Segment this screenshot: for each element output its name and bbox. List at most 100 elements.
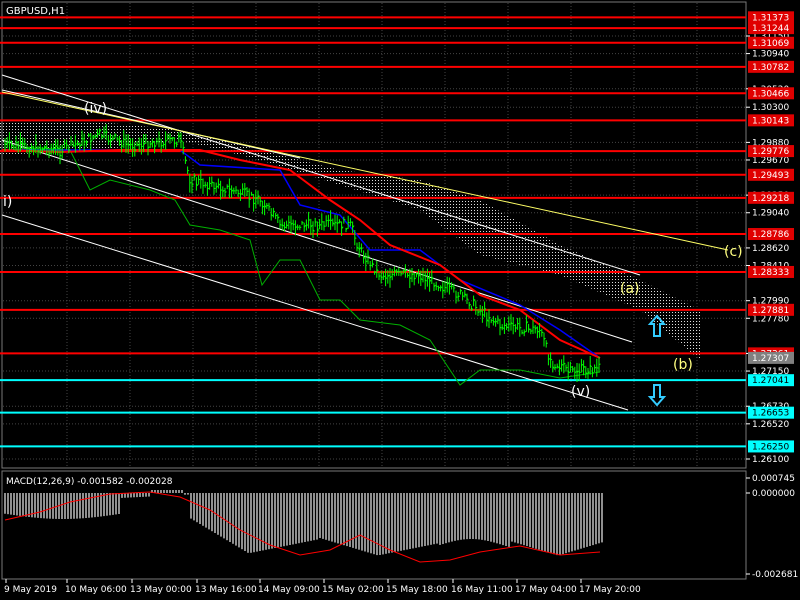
candle-tick (334, 221, 337, 224)
candles (4, 124, 601, 383)
candle-tick (231, 189, 234, 192)
cyan-level-label-box (748, 374, 794, 387)
candle-tick (227, 185, 229, 188)
candle-tick (136, 143, 139, 146)
candle-tick (552, 366, 555, 369)
candle-tick (72, 144, 76, 147)
red-level-label: 1.29493 (752, 171, 789, 181)
candle-tick (576, 370, 579, 373)
red-level-label-box (748, 168, 794, 181)
red-level-label-box (748, 228, 794, 241)
candle-tick (37, 150, 40, 153)
candle-tick (147, 146, 150, 149)
price-tick-label: 1.29040 (752, 209, 789, 219)
candle-tick (57, 147, 60, 150)
candle-tick (424, 279, 427, 282)
candle-tick (376, 268, 379, 272)
symbol-title: GBPUSD,H1 (6, 6, 65, 17)
candle-tick (20, 141, 23, 145)
candle-tick (79, 144, 82, 147)
candle-tick (358, 247, 362, 250)
candle-tick (187, 169, 190, 172)
candle-tick (343, 218, 346, 221)
candle-tick (193, 175, 197, 178)
candle-tick (81, 137, 84, 140)
price-tick-label: 1.29670 (752, 156, 789, 166)
candle-tick (53, 147, 56, 150)
candle-tick (123, 138, 126, 141)
channel-upper-line (1, 74, 641, 276)
time-tick-label: 17 May 04:00 (515, 585, 577, 595)
candle-tick (224, 191, 227, 194)
candle-tick (374, 271, 377, 274)
candle-tick (281, 224, 285, 227)
candle-tick (592, 371, 595, 374)
candle-tick (378, 275, 381, 277)
candle-tick (182, 146, 185, 149)
candle-tick (493, 320, 496, 323)
candle-tick (222, 189, 225, 193)
candle-tick (438, 286, 441, 289)
candle-tick (495, 320, 498, 323)
red-level-label-box (748, 36, 794, 49)
red-level-label: 1.29218 (752, 194, 789, 204)
candle-tick (266, 204, 269, 207)
red-level-label-box (748, 114, 794, 127)
candle-tick (380, 276, 384, 279)
cyan-level-label-box (748, 406, 794, 419)
candle-tick (559, 367, 562, 370)
candle-tick (202, 184, 205, 187)
macd-signal-line (4, 491, 601, 563)
candle-tick (310, 225, 313, 228)
candle-tick (464, 293, 467, 296)
candle-tick (433, 284, 436, 288)
red-level-label: 1.28333 (752, 268, 789, 278)
candle-tick (86, 141, 89, 144)
candle-tick (429, 279, 432, 283)
candle-tick (431, 276, 434, 280)
candle-tick (215, 185, 219, 188)
candle-tick (99, 129, 102, 132)
candle-tick (383, 275, 386, 278)
candle-tick (427, 277, 430, 279)
candle-tick (543, 337, 546, 340)
candle-tick (108, 139, 111, 143)
candle-tick (598, 363, 601, 365)
macd-axis: 0.000745 0.000000 -0.002681 (746, 474, 798, 580)
candle-tick (59, 154, 62, 157)
candle-tick (486, 319, 489, 322)
candle-tick (112, 137, 115, 140)
time-tick-label: 9 May 2019 (4, 585, 57, 595)
candle-tick (156, 140, 159, 143)
candle-tick (323, 225, 326, 227)
candle-tick (394, 270, 397, 272)
candle-tick (484, 308, 487, 310)
cloud-fill (0, 118, 700, 360)
candle-tick (389, 275, 392, 279)
candle-tick (68, 148, 71, 152)
candle-tick (534, 327, 538, 330)
macd-title: MACD(12,26,9) -0.001582 -0.002028 (6, 477, 173, 487)
candle-tick (50, 148, 54, 151)
price-tick-label: 1.27150 (752, 367, 789, 377)
red-level-label-box (748, 60, 794, 73)
wave-labels: (iv) i) (v) (a) (b) (c) (3, 101, 743, 400)
candle-tick (405, 269, 408, 272)
price-tick-label: 1.27780 (752, 314, 789, 324)
candle-tick (55, 145, 58, 148)
cyan-level-label: 1.27041 (752, 376, 789, 386)
red-level-label-box (748, 11, 794, 24)
candle-tick (482, 313, 485, 316)
candle-tick (273, 210, 276, 213)
candle-tick (491, 319, 493, 322)
price-tick-label: 1.30940 (752, 50, 789, 60)
candle-tick (537, 330, 540, 333)
candle-tick (354, 237, 357, 239)
candle-tick (279, 223, 282, 226)
candle-tick (39, 148, 42, 151)
red-level-label: 1.31069 (752, 39, 789, 49)
candle-tick (416, 272, 419, 276)
candle-tick (477, 311, 480, 314)
candle-tick (284, 226, 287, 229)
